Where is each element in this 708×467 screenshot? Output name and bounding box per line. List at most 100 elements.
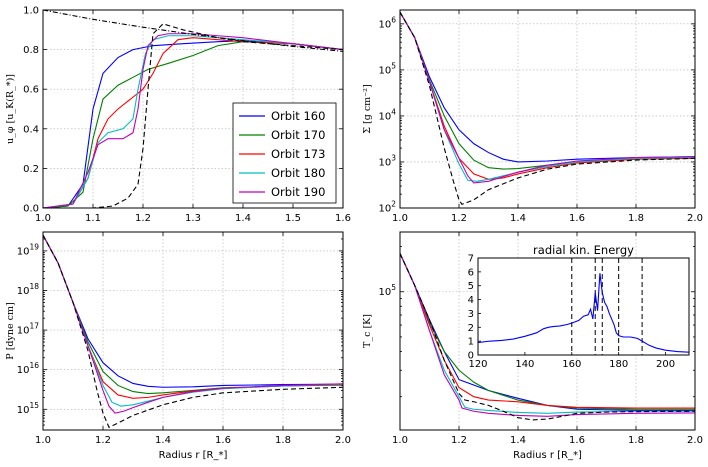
x-tick-label: 2.0 [335,435,351,446]
y-tick-label: 0.0 [23,204,39,215]
x-tick-label: 1.4 [235,213,251,224]
reference-dashed-line [400,253,695,421]
inset-y-tick-label: 0 [468,351,474,362]
y-tick-label: 1016 [17,361,40,376]
series-line-orbit-190 [43,33,343,208]
inset-panel: 120 140 160 180 200 0 1 2 3 4 5 6 7 radial kin. Energ… [468,243,690,370]
y-tick-label: 105 [378,61,396,76]
series-line-orbit-173 [43,234,343,399]
x-tick-label: 1.0 [35,213,51,224]
inset-y-tick-label: 6 [468,267,474,278]
y-axis-label: Σ [g cm⁻²] [362,84,373,133]
series-line-orbit-170 [43,234,343,395]
series-group [43,10,343,208]
legend-entry: Orbit 173 [271,147,325,161]
keplerian-dashdot-line [43,10,343,52]
x-tick-label: 1.6 [335,213,351,224]
inset-x-tick-label: 200 [656,359,675,370]
inset-title: radial kin. Energy [533,243,634,257]
y-tick-label: 1.0 [23,6,39,17]
axes-frame [42,231,344,431]
inset-frame [477,257,690,356]
inset-y-tick-label: 7 [468,254,474,265]
series-group [400,11,695,206]
x-tick-label: 1.0 [392,213,408,224]
x-tick-label: 1.6 [569,213,585,224]
inset-x-tick-label: 120 [468,359,487,370]
x-tick-label: 1.8 [275,435,291,446]
y-tick-label: 1019 [17,242,40,257]
x-tick-label: 1.4 [155,435,171,446]
axes-frame [399,231,696,431]
series-line-orbit-160 [43,234,343,388]
y-tick-label: 102 [378,200,396,215]
x-tick-label: 1.0 [392,435,408,446]
y-tick-label: 106 [378,15,396,30]
x-tick-label: 1.2 [451,435,467,446]
inset-energy-line [477,273,690,353]
y-axis-label: T_c [K] [362,314,373,348]
series-group [400,253,695,421]
inset-y-tick-label: 4 [468,295,474,306]
x-axis-label: Radius r [R_*] [159,450,228,461]
y-tick-label: 1017 [17,322,40,337]
x-tick-label: 1.2 [451,213,467,224]
series-line-orbit-180 [400,11,695,182]
y-tick-label: 1018 [17,282,40,297]
series-line-orbit-190 [400,253,695,417]
y-axis-label: P [dyne cm] [5,302,16,359]
y-tick-label: 0.6 [23,85,39,96]
y-tick-label: 0.8 [23,45,39,56]
x-tick-label: 1.4 [510,213,526,224]
x-tick-label: 1.0 [35,435,51,446]
x-tick-label: 1.8 [628,435,644,446]
axes-frame [42,9,344,209]
x-tick-label: 1.1 [85,213,101,224]
panel-1: 1.0 1.2 1.4 1.6 1.8 2.0 102 103 104 105 106 Σ [g cm… [362,9,703,224]
panel-0: 1.0 1.1 1.2 1.3 1.4 1.5 1.6 0.0 0.2 0.4 0.6 0.8 1.0 u… [5,6,351,225]
series-line-orbit-173 [400,11,695,180]
inset-x-tick-label: 160 [562,359,581,370]
y-tick-label: 1015 [17,401,40,416]
y-tick-label: 104 [378,107,396,122]
legend-entry: Orbit 170 [271,128,325,142]
legend-entry: Orbit 160 [271,109,325,123]
x-tick-label: 1.6 [215,435,231,446]
series-line-orbit-173 [400,253,695,409]
inset-background [478,258,689,355]
axes-frame [399,9,696,209]
reference-dashed-line [43,23,343,208]
y-tick-label: 0.4 [23,124,39,135]
x-tick-label: 1.2 [95,435,111,446]
inset-y-tick-label: 2 [468,323,474,334]
panel-2: 1.0 1.2 1.4 1.6 1.8 2.0 1015 1016 1017 1018 1019 P … [5,231,351,461]
legend-entry: Orbit 180 [271,166,325,180]
series-group [43,234,343,429]
x-tick-label: 2.0 [687,435,703,446]
inset-y-tick-label: 1 [468,337,474,348]
x-tick-label: 1.6 [569,435,585,446]
x-tick-label: 1.5 [285,213,301,224]
legend: Orbit 160 Orbit 170 Orbit 173 Orbit 180 Orbi… [232,102,337,204]
y-tick-label: 105 [378,283,396,298]
inset-y-tick-label: 5 [468,281,474,292]
y-tick-label: 103 [378,153,396,168]
series-line-orbit-190 [400,11,695,184]
x-tick-label: 2.0 [687,213,703,224]
x-tick-label: 1.4 [510,435,526,446]
y-axis-label: u_φ [u_K(R_*)] [5,74,16,144]
reference-dashed-line [400,11,695,206]
x-axis-label: Radius r [R_*] [513,450,582,461]
series-line-orbit-160 [400,11,695,163]
inset-y-tick-label: 3 [468,309,474,320]
reference-dashed-line [43,234,343,429]
x-tick-label: 1.8 [628,213,644,224]
legend-entry: Orbit 190 [271,185,325,199]
series-line-orbit-170 [400,11,695,170]
x-tick-label: 1.3 [185,213,201,224]
series-line-orbit-180 [43,35,343,208]
legend-box [232,102,337,204]
y-tick-label: 0.2 [23,164,39,175]
